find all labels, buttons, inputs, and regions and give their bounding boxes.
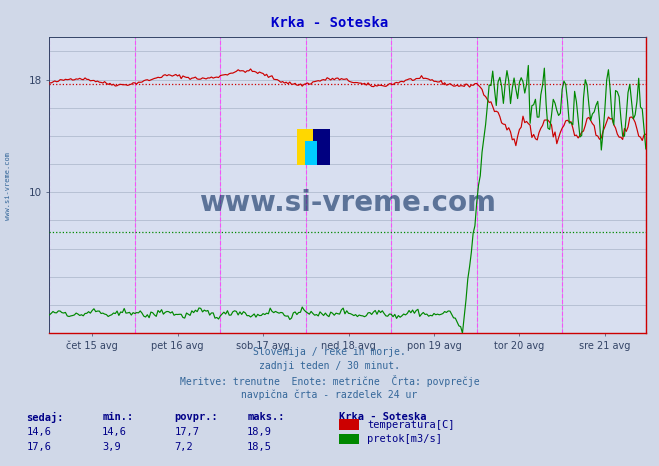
Text: 7,2: 7,2 (175, 442, 193, 452)
Bar (305, 142, 316, 164)
Text: min.:: min.: (102, 412, 133, 422)
Text: Krka - Soteska: Krka - Soteska (271, 16, 388, 30)
Bar (297, 129, 313, 164)
Text: Krka - Soteska: Krka - Soteska (339, 412, 427, 422)
Text: povpr.:: povpr.: (175, 412, 218, 422)
Text: Meritve: trenutne  Enote: metrične  Črta: povprečje: Meritve: trenutne Enote: metrične Črta: … (180, 375, 479, 387)
Text: 17,6: 17,6 (26, 442, 51, 452)
Text: sedaj:: sedaj: (26, 412, 64, 424)
Text: 14,6: 14,6 (102, 427, 127, 437)
Text: 18,9: 18,9 (247, 427, 272, 437)
Text: 14,6: 14,6 (26, 427, 51, 437)
Text: zadnji teden / 30 minut.: zadnji teden / 30 minut. (259, 361, 400, 371)
Text: www.si-vreme.com: www.si-vreme.com (199, 189, 496, 217)
Text: 17,7: 17,7 (175, 427, 200, 437)
Text: temperatura[C]: temperatura[C] (367, 420, 455, 430)
Text: 18,5: 18,5 (247, 442, 272, 452)
Text: navpična črta - razdelek 24 ur: navpična črta - razdelek 24 ur (241, 389, 418, 400)
Text: Slovenija / reke in morje.: Slovenija / reke in morje. (253, 347, 406, 357)
Bar (313, 129, 330, 164)
Text: pretok[m3/s]: pretok[m3/s] (367, 434, 442, 445)
Text: 3,9: 3,9 (102, 442, 121, 452)
Text: www.si-vreme.com: www.si-vreme.com (5, 152, 11, 220)
Text: maks.:: maks.: (247, 412, 285, 422)
